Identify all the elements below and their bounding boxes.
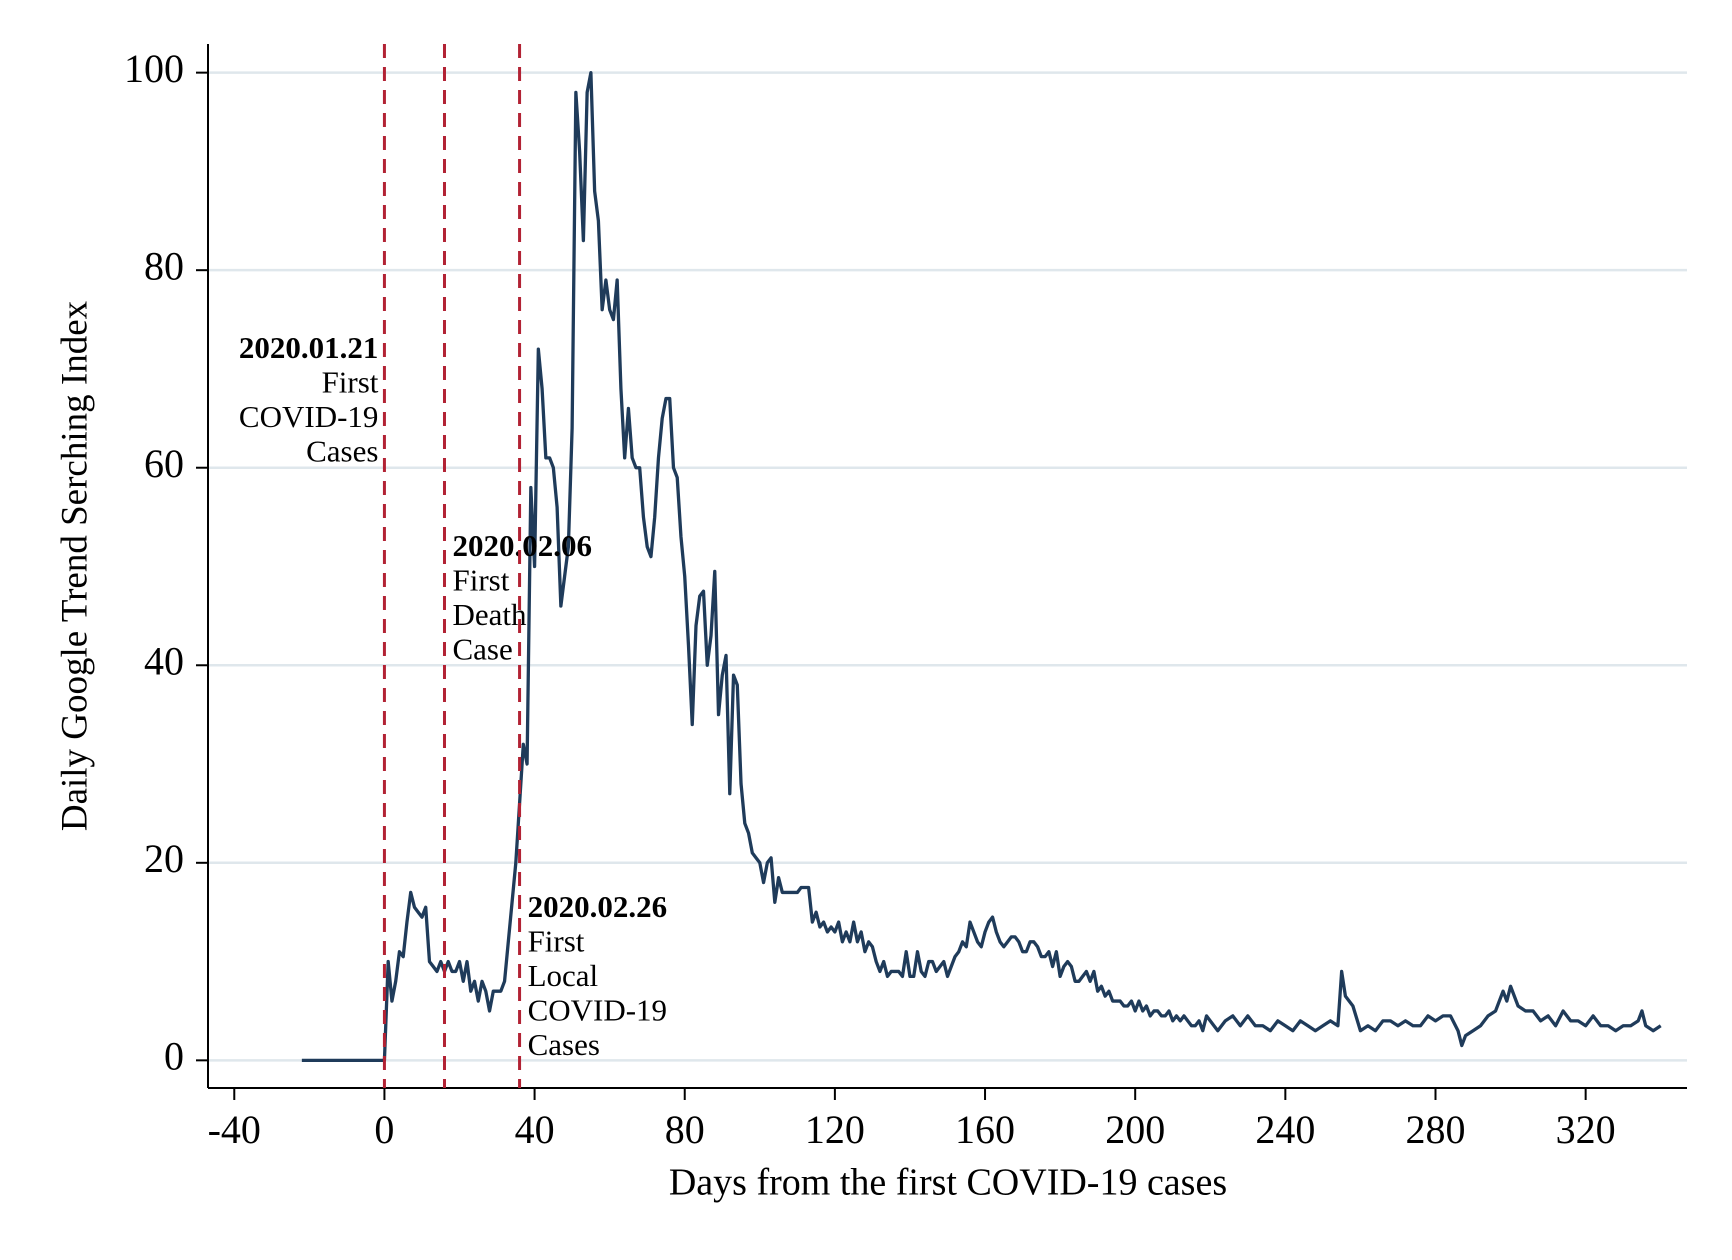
data-line [301, 70, 1662, 1062]
event-text: Death [452, 597, 527, 632]
event-date: 2020.01.21 [239, 330, 379, 365]
event-text: Local [528, 958, 599, 993]
y-tick-label: 40 [144, 638, 184, 683]
event-text: COVID-19 [528, 993, 668, 1028]
event-text: First [322, 365, 379, 400]
x-tick-label: 0 [374, 1107, 394, 1152]
x-tick-label: 320 [1556, 1107, 1616, 1152]
y-axis-title: Daily Google Trend Serching Index [54, 300, 95, 831]
event-text: COVID-19 [239, 399, 379, 434]
x-tick-label: 240 [1255, 1107, 1315, 1152]
x-tick-label: 160 [955, 1107, 1015, 1152]
event-text: Case [452, 632, 512, 667]
event-text: Cases [306, 434, 378, 469]
x-tick-label: 40 [515, 1107, 555, 1152]
y-tick-label: 60 [144, 441, 184, 486]
x-tick-label: 80 [665, 1107, 705, 1152]
x-tick-label: -40 [208, 1107, 261, 1152]
event-text: First [528, 924, 585, 959]
x-tick-label: 200 [1105, 1107, 1165, 1152]
event-date: 2020.02.26 [528, 889, 668, 924]
event-text: First [452, 563, 509, 598]
y-tick-label: 0 [164, 1034, 184, 1079]
event-date: 2020.02.06 [452, 528, 592, 563]
y-tick-label: 100 [124, 46, 184, 91]
x-tick-label: 280 [1405, 1107, 1465, 1152]
event-text: Cases [528, 1027, 600, 1062]
x-axis-title: Days from the first COVID-19 cases [669, 1162, 1227, 1204]
y-tick-label: 80 [144, 243, 184, 288]
y-tick-label: 20 [144, 836, 184, 881]
x-tick-label: 120 [805, 1107, 865, 1152]
